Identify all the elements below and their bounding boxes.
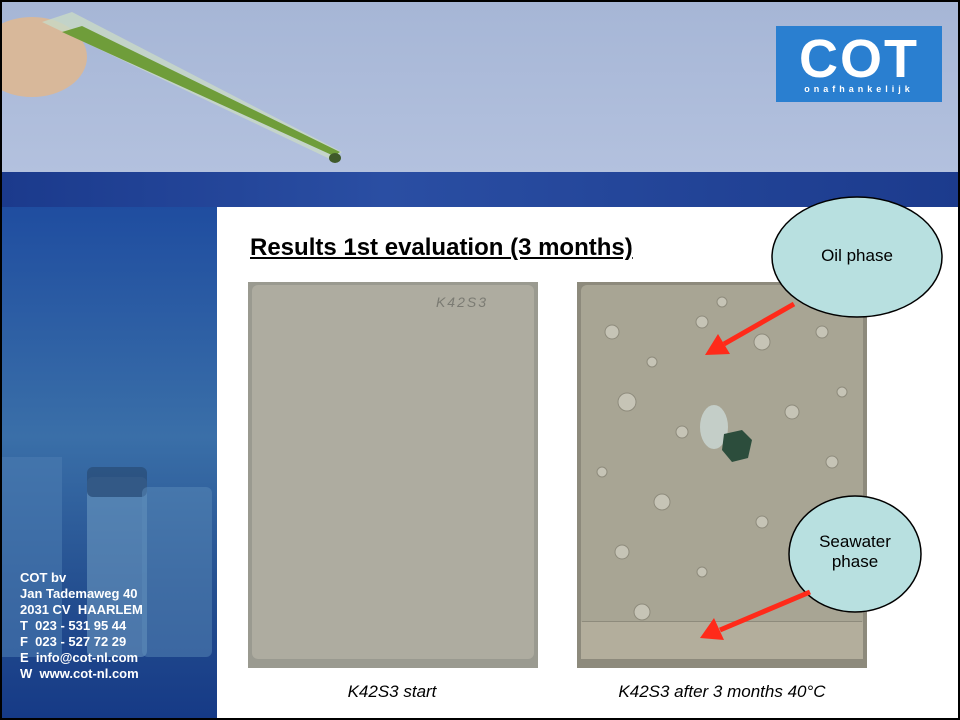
address-line: Jan Tademaweg 40 — [20, 586, 138, 601]
address-line: E info@cot-nl.com — [20, 650, 139, 665]
slide-title: Results 1st evaluation (3 months) — [250, 234, 633, 261]
panel-start — [252, 285, 534, 659]
sidebar-image — [2, 457, 212, 657]
logo: COT onafhankelijk — [776, 26, 942, 102]
caption: K42S3 after 3 months 40°C — [618, 682, 826, 701]
blisters — [596, 296, 848, 621]
address-line: T 023 - 531 95 44 — [20, 618, 127, 633]
sidebar: COT bv Jan Tademaweg 40 2031 CV HAARLEM T 0… — [2, 207, 217, 718]
address-line: W www.cot-nl.com — [20, 666, 139, 681]
panel-label: K42S3 — [436, 294, 488, 310]
caption: K42S3 start — [347, 682, 437, 701]
address-line: COT bv — [20, 570, 67, 585]
logo-name: COT — [799, 29, 919, 89]
logo-tagline: onafhankelijk — [804, 84, 914, 94]
address: COT bv Jan Tademaweg 40 2031 CV HAARLEM T 0… — [20, 570, 143, 682]
address-line: 2031 CV HAARLEM — [20, 602, 143, 617]
callout-oil: Oil phase — [821, 246, 893, 265]
arrows — [700, 301, 811, 640]
address-line: F 023 - 527 72 29 — [20, 634, 127, 649]
callout-seawater: Seawater phase — [819, 532, 891, 571]
pipette-image — [2, 12, 342, 163]
header-band — [2, 172, 958, 207]
